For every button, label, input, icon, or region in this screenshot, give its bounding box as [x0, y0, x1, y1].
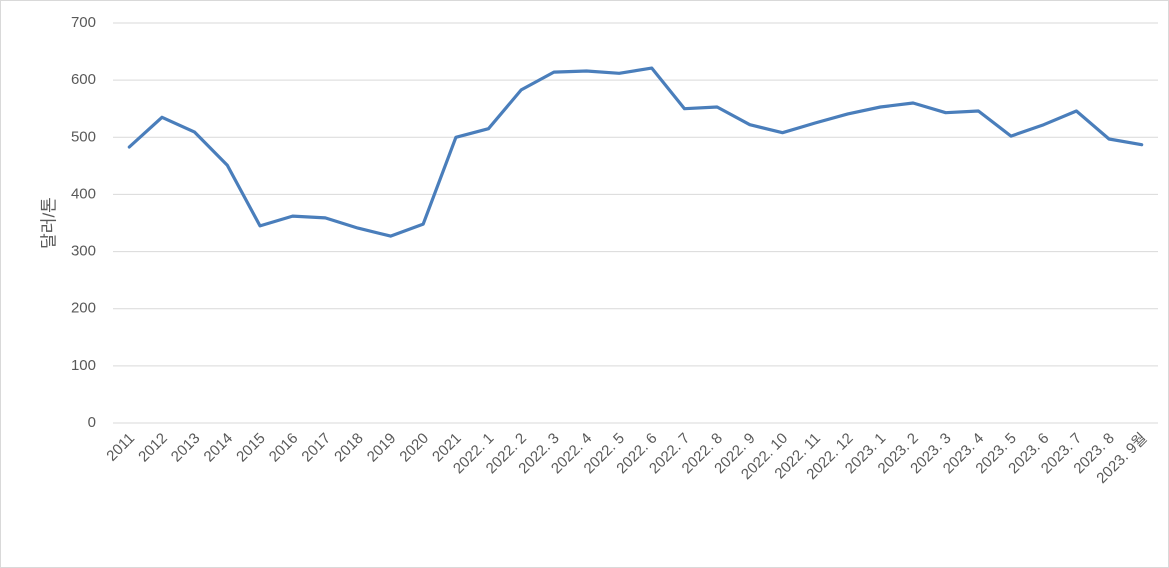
y-tick-label: 500 [71, 128, 96, 145]
y-tick-label: 600 [71, 71, 96, 88]
y-tick-label: 700 [71, 14, 96, 31]
data-line [127, 66, 1144, 238]
y-tick-label: 200 [71, 300, 96, 317]
y-tick-label: 100 [71, 357, 96, 374]
y-tick-label: 300 [71, 243, 96, 260]
y-axis-label: 달러/톤 [39, 197, 58, 249]
y-tick-label: 0 [88, 414, 96, 431]
y-tick-label: 400 [71, 185, 96, 202]
